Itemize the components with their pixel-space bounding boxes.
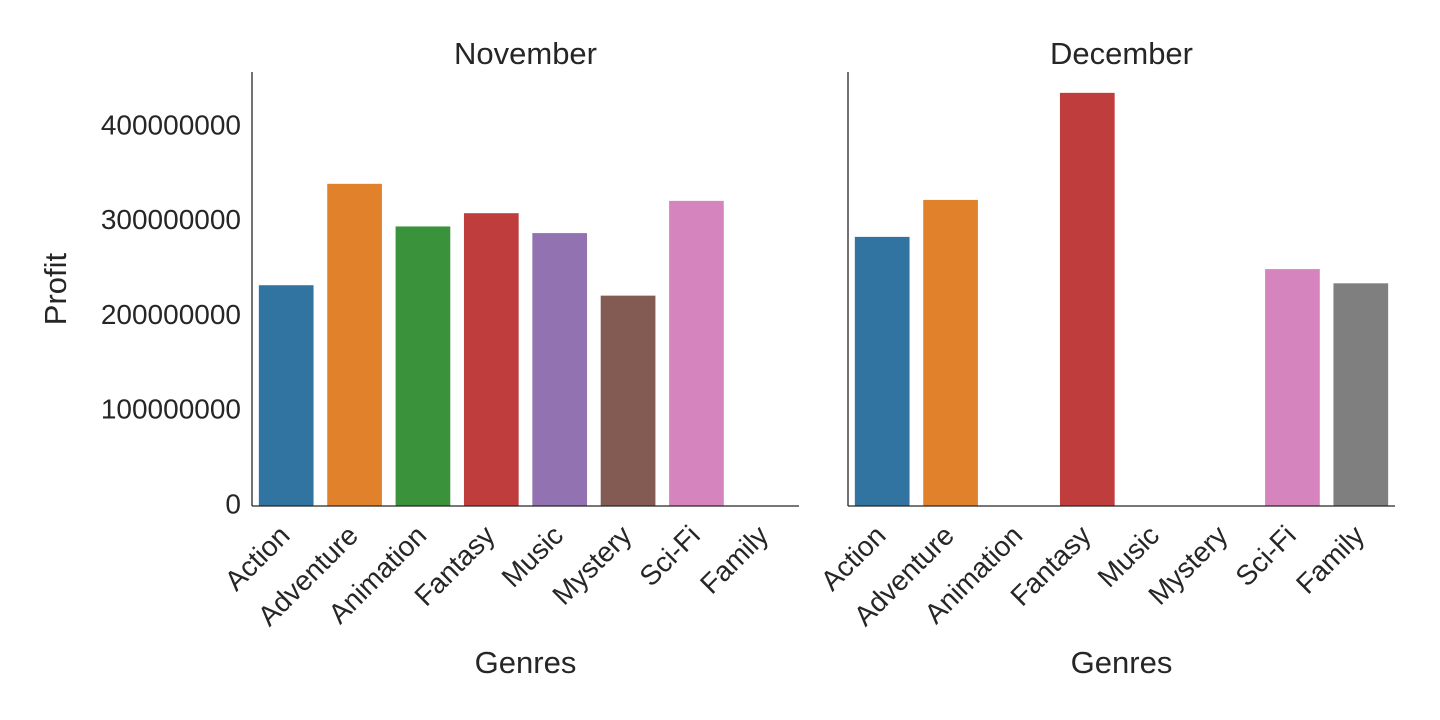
bar-family bbox=[1333, 283, 1389, 506]
bar-sci-fi bbox=[669, 200, 724, 506]
bar-animation bbox=[395, 226, 451, 506]
y-tick-label: 400000000 bbox=[101, 109, 241, 140]
panel-0: ActionAdventureAnimationFantasyMusicMyst… bbox=[219, 36, 799, 680]
bar-action bbox=[854, 236, 910, 506]
bar-adventure bbox=[327, 183, 382, 506]
x-tick-label: Family bbox=[694, 520, 774, 600]
bar-action bbox=[258, 285, 314, 506]
x-axis-label: Genres bbox=[475, 645, 577, 680]
panel-title: November bbox=[454, 36, 597, 71]
x-axis-label: Genres bbox=[1071, 645, 1173, 680]
bar-adventure bbox=[923, 199, 978, 506]
bar-sci-fi bbox=[1265, 269, 1320, 506]
y-tick-label: 300000000 bbox=[101, 204, 241, 235]
x-tick-label: Family bbox=[1290, 520, 1370, 600]
x-tick-label: Sci-Fi bbox=[633, 520, 706, 593]
bar-mystery bbox=[600, 295, 656, 506]
y-tick-label: 200000000 bbox=[101, 299, 241, 330]
bar-music bbox=[532, 233, 588, 506]
bar-fantasy bbox=[463, 213, 519, 506]
y-tick-label: 100000000 bbox=[101, 394, 241, 425]
panel-1: ActionAdventureAnimationFantasyMusicMyst… bbox=[815, 36, 1395, 680]
bar-fantasy bbox=[1059, 92, 1115, 506]
x-tick-label: Sci-Fi bbox=[1229, 520, 1302, 593]
y-tick-label: 0 bbox=[225, 488, 241, 519]
panel-title: December bbox=[1050, 36, 1193, 71]
y-axis-label: Profit bbox=[38, 252, 73, 325]
